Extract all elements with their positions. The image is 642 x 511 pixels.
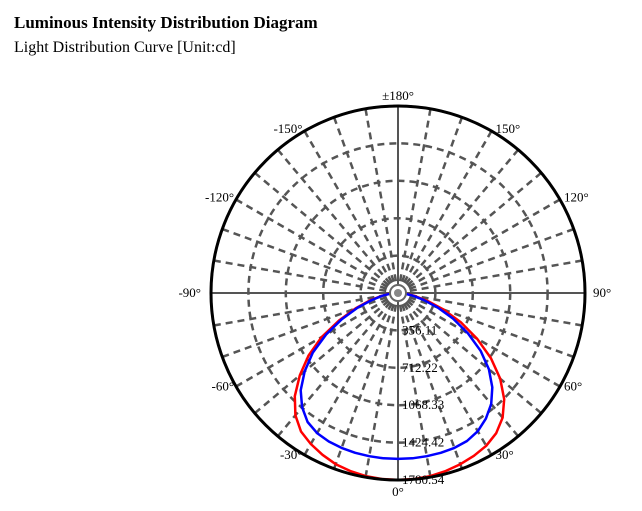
series-curve-1	[293, 291, 506, 482]
radial-tick-label: 1780.54	[402, 472, 445, 487]
grid-spoke	[303, 130, 400, 294]
angle-label: 30°	[496, 447, 514, 462]
radial-tick-label: 356.11	[402, 322, 437, 337]
grid-spoke	[213, 259, 399, 295]
center-dot	[394, 289, 402, 297]
outer-ring-group	[209, 104, 587, 482]
series-group	[293, 291, 506, 482]
angle-label: 120°	[564, 190, 589, 205]
chart-title: Luminous Intensity Distribution Diagram	[14, 13, 318, 32]
grid-ring	[359, 254, 437, 332]
grid-spoke	[397, 291, 583, 327]
grid-spoke	[303, 292, 400, 456]
angle-label: 150°	[496, 121, 521, 136]
radial-tick-label: 1424.42	[402, 435, 444, 450]
radial-tick-label: 712.22	[402, 360, 438, 375]
grid-spoke	[213, 291, 399, 327]
angle-label: -150°	[273, 121, 302, 136]
grid-ring	[284, 179, 512, 407]
grid-spoke	[396, 130, 493, 294]
grid-spoke	[364, 292, 400, 478]
grid-spoke	[364, 108, 400, 294]
grid-spoke	[235, 198, 399, 295]
angle-label: 0°	[392, 484, 404, 499]
angle-label: ±180°	[382, 88, 414, 103]
outer-ring	[209, 104, 587, 482]
radial-tick-label: 1068.33	[402, 397, 444, 412]
grid-spoke	[397, 198, 561, 295]
series-curve-2	[299, 291, 494, 461]
grid-spoke	[235, 291, 399, 388]
chart-subtitle: Light Distribution Curve [Unit:cd]	[14, 39, 236, 56]
polar-labels: 356.11 712.22 1068.33 1424.42 1780.54 ±180° 15…	[178, 88, 611, 499]
grid-spoke	[396, 108, 432, 294]
angle-label: -120°	[205, 190, 234, 205]
angle-label: 90°	[593, 285, 611, 300]
angle-label: -60°	[212, 379, 235, 394]
grid-spoke	[397, 259, 583, 295]
grid-ring	[321, 216, 475, 370]
angle-label: -30°	[280, 447, 303, 462]
angle-label: -90°	[178, 285, 201, 300]
grid-ring	[247, 142, 549, 444]
angle-label: 60°	[564, 379, 582, 394]
